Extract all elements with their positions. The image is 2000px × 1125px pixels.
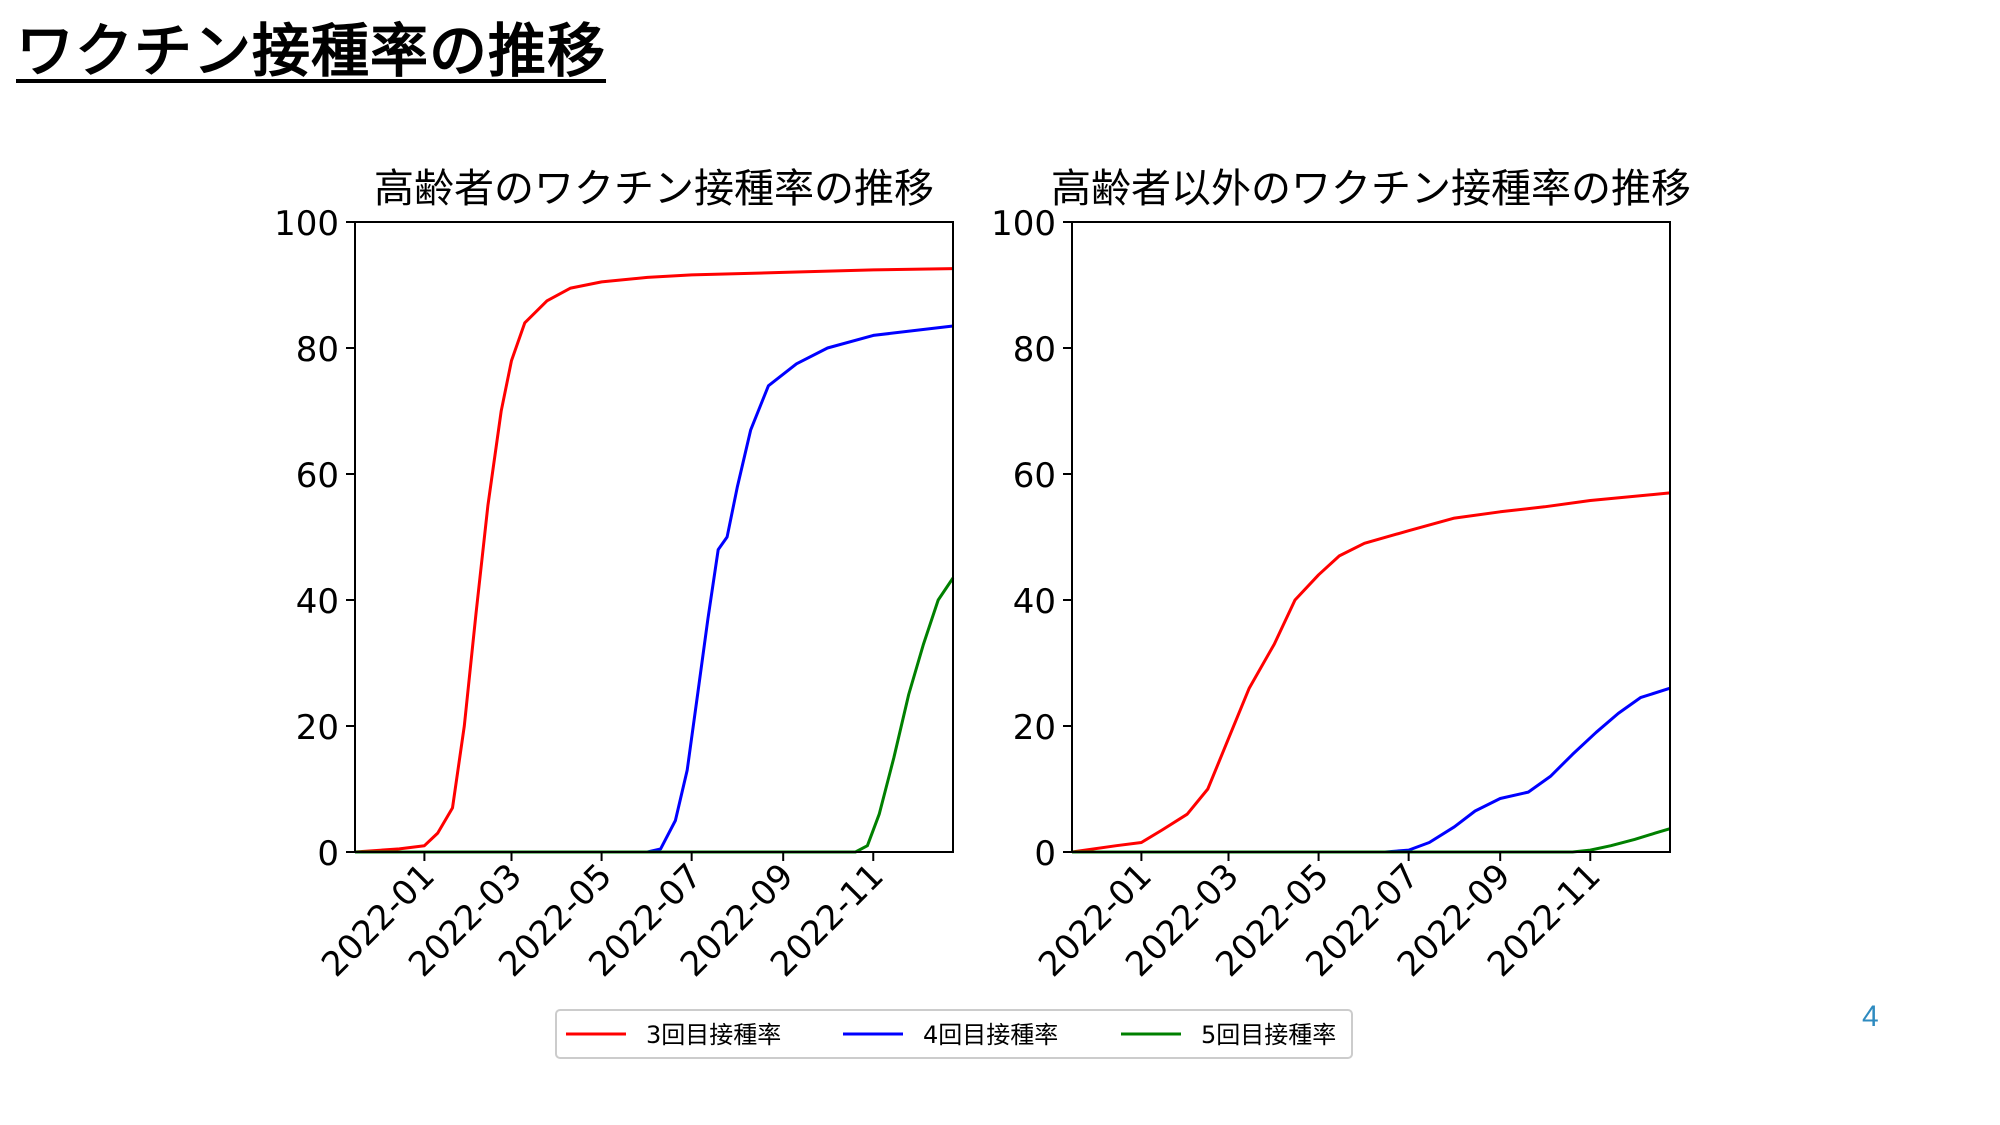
slide-title: ワクチン接種率の推移 <box>16 17 607 85</box>
legend-label-4: 4回目接種率 <box>923 1021 1058 1049</box>
panel-1-ytick-label-60: 60 <box>296 456 339 496</box>
panel-2-ytick-label-20: 20 <box>1013 708 1056 748</box>
panel-1-series-5-line <box>355 577 955 854</box>
panel-2-ytick-label-40: 40 <box>1013 582 1056 622</box>
legend-box <box>555 1009 1353 1059</box>
panel-1-ytick-label-20: 20 <box>296 708 339 748</box>
panel-1-series-4-line <box>355 324 954 854</box>
page-number: 4 <box>1862 1000 1879 1033</box>
panel-2-series-4-line <box>1072 686 1671 854</box>
panel-2-series-3-line <box>1071 491 1671 854</box>
panel-1-series-3-line <box>354 267 954 854</box>
panel-1-ytick-label-0: 0 <box>317 834 339 874</box>
panel-2-ytick-label-80: 80 <box>1013 330 1056 370</box>
panel-2-title: 高齢者以外のワクチン接種率の推移 <box>1051 166 1691 212</box>
panel-2-ytick-label-60: 60 <box>1013 456 1056 496</box>
legend-label-3: 3回目接種率 <box>646 1021 781 1049</box>
panel-2-ytick-label-0: 0 <box>1034 834 1056 874</box>
panel-1-title: 高齢者のワクチン接種率の推移 <box>374 166 934 212</box>
panel-1-ytick-label-100: 100 <box>274 204 339 244</box>
panel-2-series-5-line <box>1072 827 1671 854</box>
panel-1-ytick-label-40: 40 <box>296 582 339 622</box>
panel-1-frame <box>354 221 954 853</box>
panel-1-ytick-label-80: 80 <box>296 330 339 370</box>
panel-2-frame <box>1071 221 1671 853</box>
legend-label-5: 5回目接種率 <box>1201 1021 1336 1049</box>
panel-2-ytick-label-100: 100 <box>991 204 1056 244</box>
